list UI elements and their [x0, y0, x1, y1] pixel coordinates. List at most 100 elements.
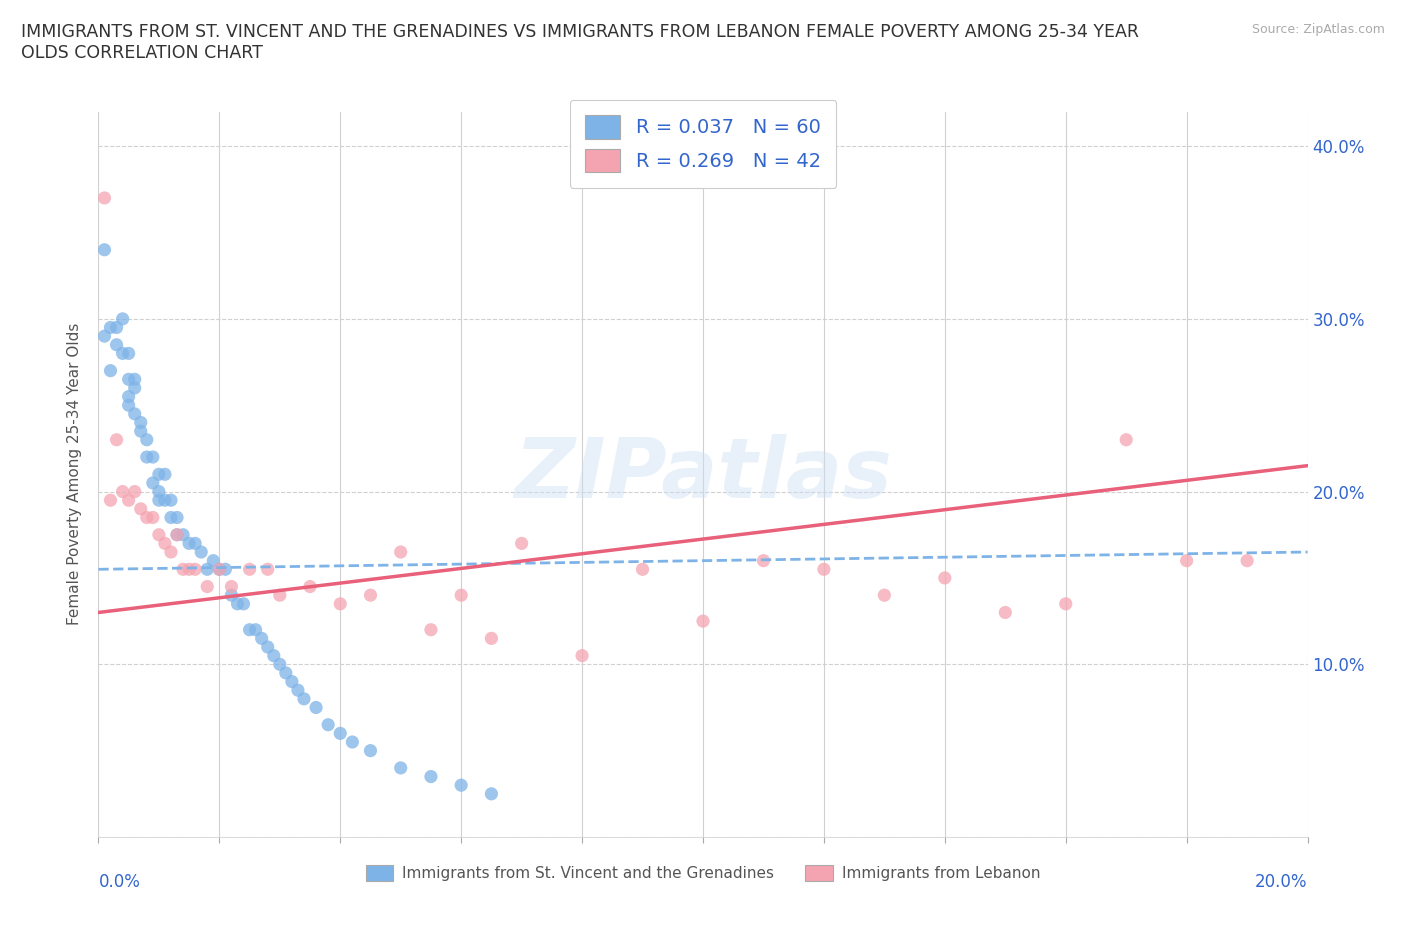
Point [93, 243, 115, 258]
Point [221, 588, 243, 603]
Point [172, 562, 194, 577]
Point [299, 579, 322, 594]
Point [269, 657, 291, 671]
Point [118, 372, 141, 387]
Point [752, 553, 775, 568]
Point [184, 562, 207, 577]
Point [420, 622, 443, 637]
Point [100, 320, 122, 335]
Point [274, 666, 297, 681]
Point [389, 545, 412, 560]
Point [195, 562, 218, 577]
Point [153, 493, 176, 508]
Text: 20.0%: 20.0% [1256, 873, 1308, 891]
Point [111, 485, 134, 499]
Point [208, 562, 231, 577]
Point [305, 700, 328, 715]
Point [160, 493, 183, 508]
Point [256, 640, 278, 655]
Point [105, 320, 128, 335]
Point [184, 536, 207, 551]
Text: 0.0%: 0.0% [98, 873, 141, 891]
Point [245, 622, 267, 637]
Point [631, 562, 654, 577]
Point [342, 735, 364, 750]
Point [93, 191, 115, 206]
Point [142, 475, 165, 490]
Point [148, 527, 170, 542]
Point [179, 536, 201, 551]
Point [179, 562, 201, 577]
Point [124, 380, 146, 395]
Point [135, 449, 157, 464]
Point [389, 761, 412, 776]
Point [1054, 596, 1077, 611]
Point [129, 424, 152, 439]
Text: ZIPatlas: ZIPatlas [515, 433, 891, 515]
Point [148, 467, 170, 482]
Point [195, 579, 218, 594]
Point [329, 726, 352, 741]
Point [360, 588, 382, 603]
Point [269, 588, 291, 603]
Point [360, 743, 382, 758]
Point [118, 493, 141, 508]
Point [111, 346, 134, 361]
Point [281, 674, 304, 689]
Legend: Immigrants from St. Vincent and the Grenadines, Immigrants from Lebanon: Immigrants from St. Vincent and the Gren… [360, 858, 1046, 887]
Point [263, 648, 285, 663]
Point [118, 398, 141, 413]
Point [100, 493, 122, 508]
Point [813, 562, 835, 577]
Point [135, 510, 157, 525]
Point [129, 415, 152, 430]
Point [481, 631, 503, 645]
Text: Source: ZipAtlas.com: Source: ZipAtlas.com [1251, 23, 1385, 36]
Point [420, 769, 443, 784]
Point [129, 501, 152, 516]
Point [153, 467, 176, 482]
Point [118, 389, 141, 404]
Point [166, 527, 188, 542]
Point [166, 510, 188, 525]
Point [124, 406, 146, 421]
Point [692, 614, 714, 629]
Point [256, 562, 278, 577]
Point [148, 485, 170, 499]
Point [316, 717, 339, 732]
Point [994, 605, 1017, 620]
Point [124, 485, 146, 499]
Point [124, 372, 146, 387]
Text: IMMIGRANTS FROM ST. VINCENT AND THE GRENADINES VS IMMIGRANTS FROM LEBANON FEMALE: IMMIGRANTS FROM ST. VINCENT AND THE GREN… [21, 23, 1139, 62]
Point [1236, 553, 1258, 568]
Point [232, 596, 254, 611]
Point [166, 527, 188, 542]
Point [221, 579, 243, 594]
Point [172, 527, 194, 542]
Point [934, 570, 956, 585]
Point [214, 562, 236, 577]
Point [239, 562, 262, 577]
Point [1115, 432, 1137, 447]
Y-axis label: Female Poverty Among 25-34 Year Olds: Female Poverty Among 25-34 Year Olds [67, 323, 83, 626]
Point [226, 596, 249, 611]
Point [111, 312, 134, 326]
Point [292, 691, 315, 706]
Point [160, 510, 183, 525]
Point [287, 683, 309, 698]
Point [105, 432, 128, 447]
Point [142, 510, 165, 525]
Point [142, 449, 165, 464]
Point [510, 536, 533, 551]
Point [450, 777, 472, 792]
Point [93, 328, 115, 343]
Point [571, 648, 593, 663]
Point [239, 622, 262, 637]
Point [250, 631, 273, 645]
Point [118, 346, 141, 361]
Point [1175, 553, 1198, 568]
Point [105, 338, 128, 352]
Point [481, 787, 503, 802]
Point [873, 588, 896, 603]
Point [202, 553, 225, 568]
